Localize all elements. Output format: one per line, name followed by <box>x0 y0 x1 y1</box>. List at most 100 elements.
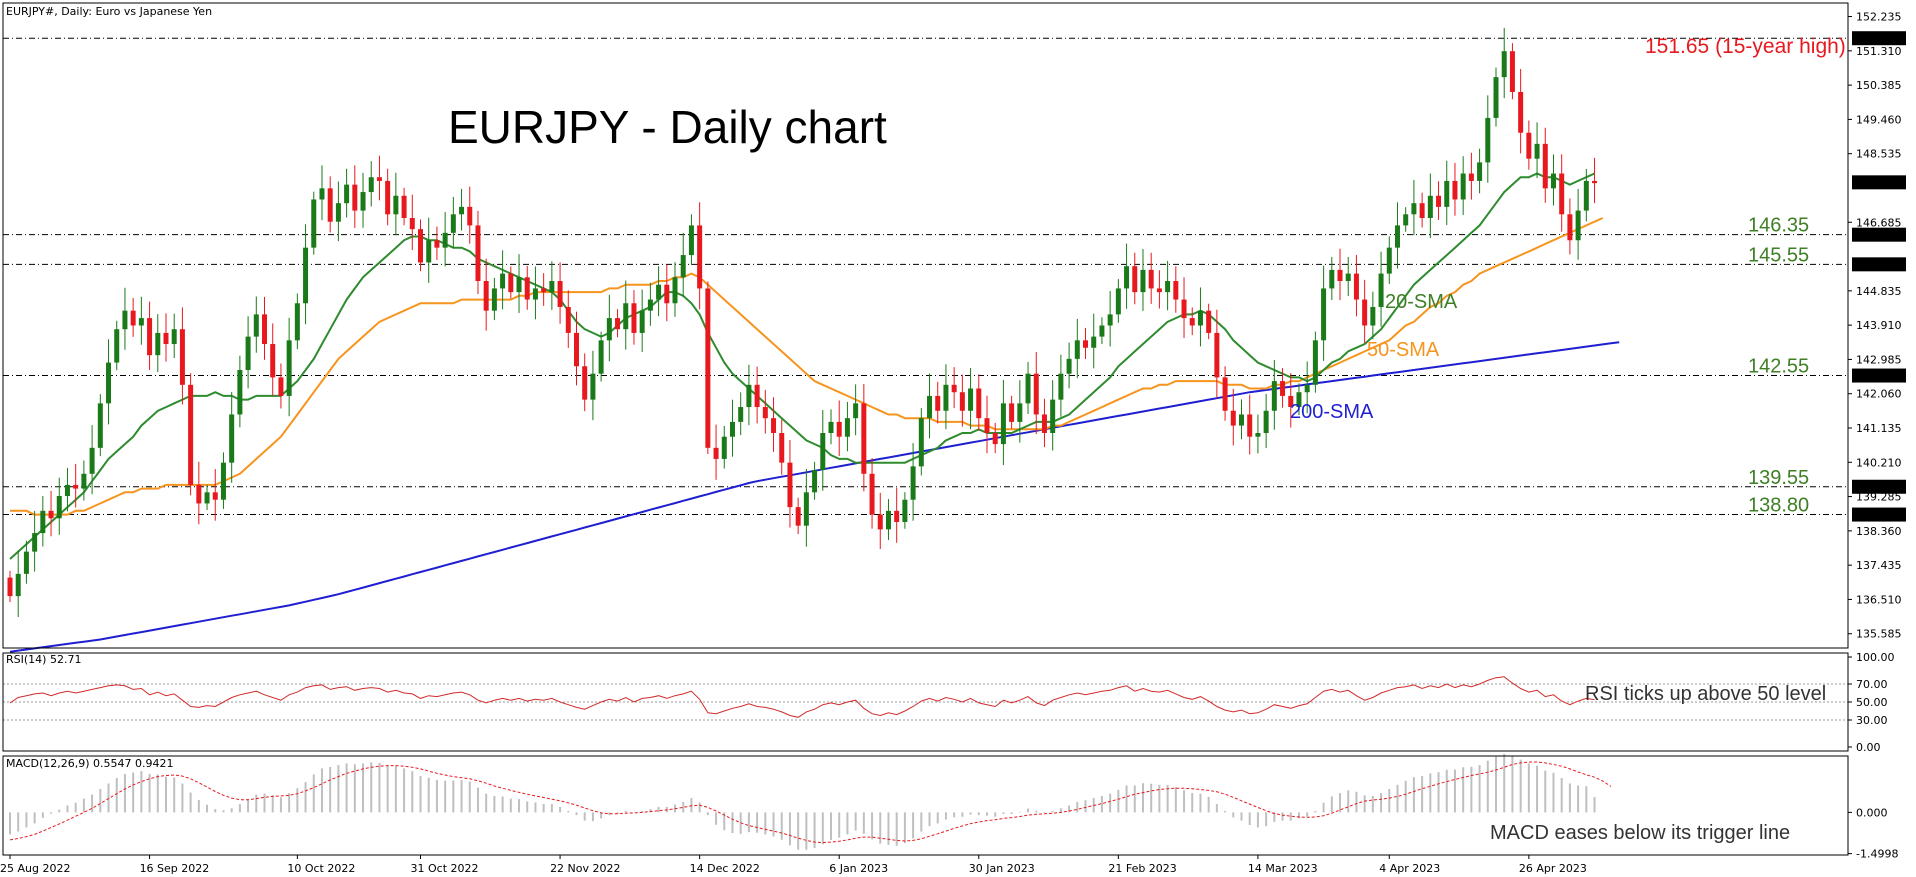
candle-body <box>385 180 391 215</box>
candle-body <box>1247 414 1253 437</box>
sma200-label: 200-SMA <box>1290 401 1374 423</box>
candle-body <box>1017 403 1023 422</box>
candle-body <box>1230 410 1236 426</box>
candle-body <box>1312 340 1318 385</box>
candle-body <box>106 362 112 404</box>
candle-body <box>1025 373 1031 404</box>
candle-body <box>516 277 522 293</box>
sma50-label: 50-SMA <box>1367 339 1440 361</box>
candle-body <box>1329 269 1335 289</box>
candle-body <box>32 533 38 552</box>
date-tick-label: 30 Jan 2023 <box>969 862 1035 875</box>
candle-body <box>1124 266 1130 289</box>
candle-body <box>64 484 70 497</box>
rsi-tick-label: 0.00 <box>1856 741 1881 754</box>
candle-body <box>1173 281 1179 300</box>
candle-body <box>475 225 481 282</box>
candle-body <box>1181 299 1187 319</box>
candle-body <box>910 466 916 500</box>
candle-body <box>114 329 120 363</box>
candle-body <box>393 195 399 215</box>
date-tick-label: 16 Sep 2022 <box>140 862 210 875</box>
candle-body <box>1534 143 1540 159</box>
macd-tick-label: -1.4998 <box>1856 848 1898 861</box>
price-tick-label: 136.510 <box>1856 593 1902 606</box>
rsi-note: RSI ticks up above 50 level <box>1585 683 1826 705</box>
date-tick-label: 6 Jan 2023 <box>829 862 888 875</box>
candle-body <box>1559 173 1565 215</box>
candle-body <box>1271 381 1277 411</box>
candle-body <box>155 332 161 356</box>
candle-body <box>97 403 103 448</box>
candle-body <box>286 340 292 396</box>
rsi-line <box>9 676 1595 718</box>
candle-body <box>1501 51 1507 78</box>
candle-body <box>204 492 210 504</box>
price-tick-label: 142.060 <box>1856 388 1902 401</box>
candle-body <box>631 303 637 333</box>
chart-title: EURJPY - Daily chart <box>448 101 887 153</box>
macd-note: MACD eases below its trigger line <box>1490 822 1790 844</box>
candle-body <box>1592 180 1598 184</box>
candle-body <box>1140 269 1146 293</box>
pane-frame <box>2 652 1849 752</box>
candle-body <box>344 184 350 204</box>
candle-body <box>844 418 850 437</box>
candle-body <box>968 388 974 411</box>
candle-body <box>1296 392 1302 408</box>
candle-body <box>1345 273 1351 282</box>
candle-body <box>927 395 933 419</box>
price-tag <box>1852 257 1906 272</box>
candle-body <box>812 470 818 493</box>
candle-body <box>606 318 612 341</box>
candle-body <box>335 203 341 222</box>
symbol-header: EURJPY#, Daily: Euro vs Japanese Yen <box>6 5 212 18</box>
candle-body <box>1288 395 1294 408</box>
candle-body <box>656 284 662 300</box>
candle-body <box>212 492 218 500</box>
candle-body <box>40 510 46 534</box>
rsi-header: RSI(14) 52.71 <box>6 653 81 666</box>
candle-body <box>1485 117 1491 163</box>
pane-frame <box>2 755 1849 856</box>
candle-body <box>976 388 982 419</box>
price-pane: 152.235 151.310 150.385 149.460 148.535 146.6… <box>3 11 1906 653</box>
date-tick-label: 31 Oct 2022 <box>411 862 479 875</box>
candle-body <box>147 318 153 356</box>
candle-body <box>1542 143 1548 189</box>
date-axis: 25 Aug 2022 16 Sep 2022 10 Oct 2022 31 Oct … <box>0 855 1587 875</box>
candle-body <box>1009 403 1015 422</box>
candle-body <box>229 414 235 463</box>
candle-body <box>992 433 998 445</box>
price-tag-label: 146.350 <box>1855 229 1901 242</box>
candle-body <box>1321 288 1327 341</box>
price-tick-label: 137.435 <box>1856 559 1902 572</box>
macd-pane: 0.000 -1.4998 <box>9 754 1898 861</box>
candle-body <box>1000 403 1006 445</box>
candle-body <box>1189 318 1195 326</box>
candle-body <box>598 340 604 374</box>
candle-body <box>1444 180 1450 207</box>
candle-body <box>138 318 144 326</box>
candle-body <box>877 514 883 530</box>
candle-body <box>245 336 251 370</box>
price-tag <box>1852 507 1906 522</box>
price-tick-label: 148.535 <box>1856 148 1902 161</box>
candle-body <box>820 433 826 471</box>
level-label: 146.35 <box>1748 215 1809 237</box>
price-tag-label: 139.550 <box>1855 481 1901 494</box>
candle-body <box>573 332 579 367</box>
candle-body <box>918 418 924 467</box>
candle-body <box>1132 266 1138 293</box>
candle-body <box>15 573 21 597</box>
price-tag <box>1852 227 1906 242</box>
candle-body <box>352 184 358 211</box>
candle-body <box>1058 373 1064 400</box>
candle-body <box>1148 269 1154 289</box>
candle-body <box>795 507 801 526</box>
price-tick-label: 149.460 <box>1856 113 1902 126</box>
candle-body <box>409 218 415 230</box>
candle-body <box>311 199 317 248</box>
candle-body <box>23 551 29 574</box>
